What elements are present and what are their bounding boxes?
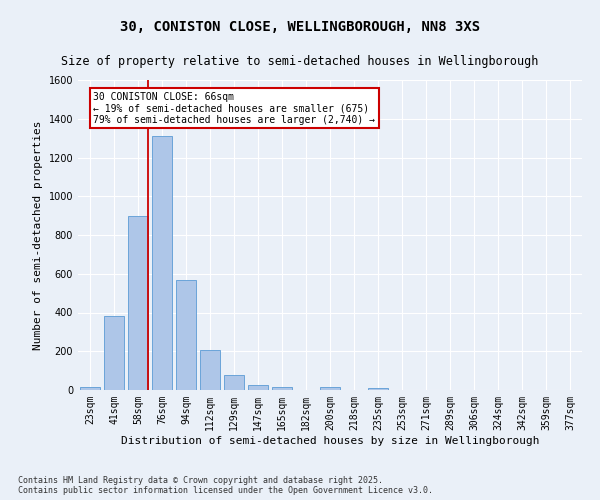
Bar — [104, 316, 124, 390]
Bar — [152, 136, 172, 390]
Bar — [320, 387, 340, 390]
Y-axis label: Number of semi-detached properties: Number of semi-detached properties — [33, 120, 43, 350]
Text: 30 CONISTON CLOSE: 66sqm
← 19% of semi-detached houses are smaller (675)
79% of : 30 CONISTON CLOSE: 66sqm ← 19% of semi-d… — [93, 92, 375, 125]
Text: Size of property relative to semi-detached houses in Wellingborough: Size of property relative to semi-detach… — [61, 55, 539, 68]
Bar — [368, 388, 388, 390]
Bar — [272, 387, 292, 390]
Bar — [80, 387, 100, 390]
X-axis label: Distribution of semi-detached houses by size in Wellingborough: Distribution of semi-detached houses by … — [121, 436, 539, 446]
Text: 30, CONISTON CLOSE, WELLINGBOROUGH, NN8 3XS: 30, CONISTON CLOSE, WELLINGBOROUGH, NN8 … — [120, 20, 480, 34]
Bar — [248, 385, 268, 390]
Bar — [128, 216, 148, 390]
Bar — [224, 376, 244, 390]
Bar — [176, 280, 196, 390]
Text: Contains HM Land Registry data © Crown copyright and database right 2025.
Contai: Contains HM Land Registry data © Crown c… — [18, 476, 433, 495]
Bar — [200, 350, 220, 390]
